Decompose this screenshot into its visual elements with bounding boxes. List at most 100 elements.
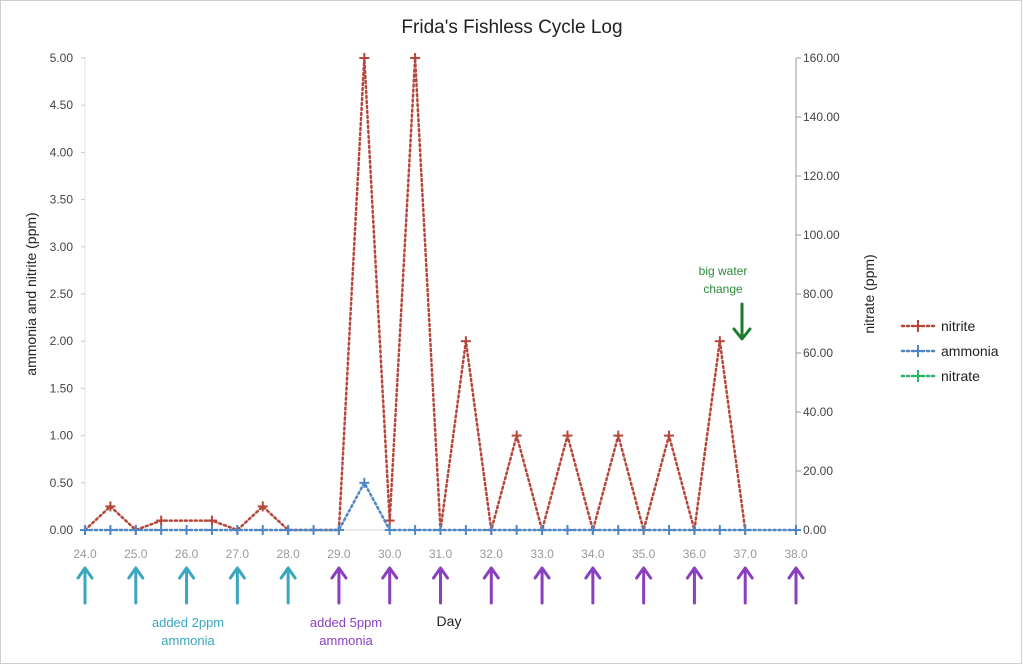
x-tick-label: 29.0 — [327, 547, 351, 561]
ammonia-point — [740, 525, 751, 535]
ammonia-point — [283, 525, 294, 535]
annotation-5ppm-line1: added 5ppm — [310, 615, 382, 630]
ammonia-point — [435, 525, 446, 535]
ammonia-point — [511, 525, 522, 535]
legend-label: nitrite — [941, 318, 975, 334]
left-tick-label: 0.50 — [50, 476, 74, 490]
ammonia-point — [130, 525, 141, 535]
dose-arrow-up-icon — [127, 566, 145, 605]
ammonia-series — [80, 477, 801, 535]
nitrite-point — [156, 515, 167, 526]
dose-arrow-up-icon — [330, 566, 348, 605]
ammonia-line — [83, 480, 798, 532]
nitrite-point — [105, 501, 116, 512]
nitrite-point — [206, 515, 217, 526]
ammonia-point — [460, 525, 471, 535]
ammonia-point — [791, 525, 801, 535]
ammonia-point — [613, 525, 624, 535]
ammonia-point — [206, 525, 217, 535]
water-change-line1: big water — [699, 264, 748, 278]
dose-arrow-up-icon — [533, 566, 551, 605]
dose-arrow-up-icon — [228, 566, 246, 605]
dose-arrow-up-icon — [279, 566, 297, 605]
annotation-added-5ppm: added 5ppm ammonia — [310, 615, 382, 648]
y-axis-right-label: nitrate (ppm) — [861, 254, 877, 333]
x-axis-label: Day — [437, 613, 462, 629]
dose-arrow-up-icon — [482, 566, 500, 605]
x-tick-label: 28.0 — [276, 547, 300, 561]
x-tick-label: 36.0 — [683, 547, 707, 561]
left-tick-label: 4.50 — [50, 98, 74, 112]
water-change-arrow-icon — [732, 302, 752, 341]
x-tick-label: 38.0 — [784, 547, 808, 561]
dose-arrow-up-icon — [178, 566, 196, 605]
left-tick-label: 3.00 — [50, 240, 74, 254]
annotation-5ppm-line2: ammonia — [319, 633, 373, 648]
ammonia-point — [384, 525, 395, 535]
x-tick-label: 32.0 — [480, 547, 504, 561]
legend-item-nitrite: nitrite — [900, 318, 975, 334]
nitrite-point — [714, 336, 725, 347]
ammonia-point — [587, 525, 598, 535]
nitrite-point — [664, 430, 675, 441]
ammonia-point — [562, 525, 573, 535]
left-tick-label: 1.50 — [50, 381, 74, 395]
legend-label: nitrate — [941, 368, 980, 384]
ammonia-point — [486, 525, 497, 535]
left-tick-label: 4.00 — [50, 145, 74, 159]
ammonia-point — [537, 525, 548, 535]
annotation-2ppm-line1: added 2ppm — [152, 615, 224, 630]
annotation-water-change: big water change — [699, 264, 752, 341]
left-tick-label: 0.00 — [50, 523, 74, 537]
dose-arrow-up-icon — [685, 566, 703, 605]
chart-title: Frida's Fishless Cycle Log — [401, 17, 622, 38]
right-tick-label: 160.00 — [803, 51, 840, 65]
ammonia-point — [689, 525, 700, 535]
right-tick-label: 80.00 — [803, 287, 833, 301]
right-tick-label: 40.00 — [803, 405, 833, 419]
ammonia-point — [714, 525, 725, 535]
nitrite-point — [384, 515, 395, 526]
x-tick-label: 25.0 — [124, 547, 148, 561]
x-tick-label: 24.0 — [73, 547, 97, 561]
left-tick-label: 3.50 — [50, 193, 74, 207]
x-tick-label: 27.0 — [226, 547, 250, 561]
ammonia-point — [105, 525, 116, 535]
ammonia-point — [181, 525, 192, 535]
ammonia-point — [664, 525, 675, 535]
ammonia-point — [80, 525, 90, 535]
ammonia-point — [232, 525, 243, 535]
nitrite-point — [613, 430, 624, 441]
x-axis-ticks: 24.0 25.0 26.0 27.0 28.0 29.0 30.0 31.0 32.0 33.0… — [73, 530, 808, 561]
nitrite-point — [460, 336, 471, 347]
left-axis-ticks: 0.00 0.50 1.00 1.50 2.00 2.50 3.00 3.50 4.00 4.50… — [50, 51, 85, 537]
ammonia-point — [410, 525, 421, 535]
dose-arrow-up-icon — [584, 566, 602, 605]
dose-arrow-up-icon — [76, 566, 94, 605]
right-tick-label: 120.00 — [803, 169, 840, 183]
annotation-2ppm-line2: ammonia — [161, 633, 215, 648]
x-tick-label: 34.0 — [581, 547, 605, 561]
right-tick-label: 0.00 — [803, 523, 827, 537]
ammonia-point — [638, 525, 649, 535]
ammonia-point — [308, 525, 319, 535]
series-layer — [80, 53, 801, 535]
dose-arrow-up-icon — [787, 566, 805, 605]
x-tick-label: 30.0 — [378, 547, 402, 561]
dose-arrow-up-icon — [381, 566, 399, 605]
left-tick-label: 1.00 — [50, 429, 74, 443]
dose-arrow-up-icon — [635, 566, 653, 605]
nitrite-point — [511, 430, 522, 441]
right-tick-label: 100.00 — [803, 228, 840, 242]
water-change-line2: change — [703, 282, 743, 296]
legend-item-ammonia: ammonia — [900, 343, 999, 359]
ammonia-point — [156, 525, 167, 535]
left-tick-label: 2.00 — [50, 334, 74, 348]
x-tick-label: 35.0 — [632, 547, 656, 561]
right-axis-ticks: 0.00 20.00 40.00 60.00 80.00 100.00 120.00 140.… — [796, 51, 840, 537]
ammonia-point — [333, 525, 344, 535]
right-tick-label: 20.00 — [803, 464, 833, 478]
